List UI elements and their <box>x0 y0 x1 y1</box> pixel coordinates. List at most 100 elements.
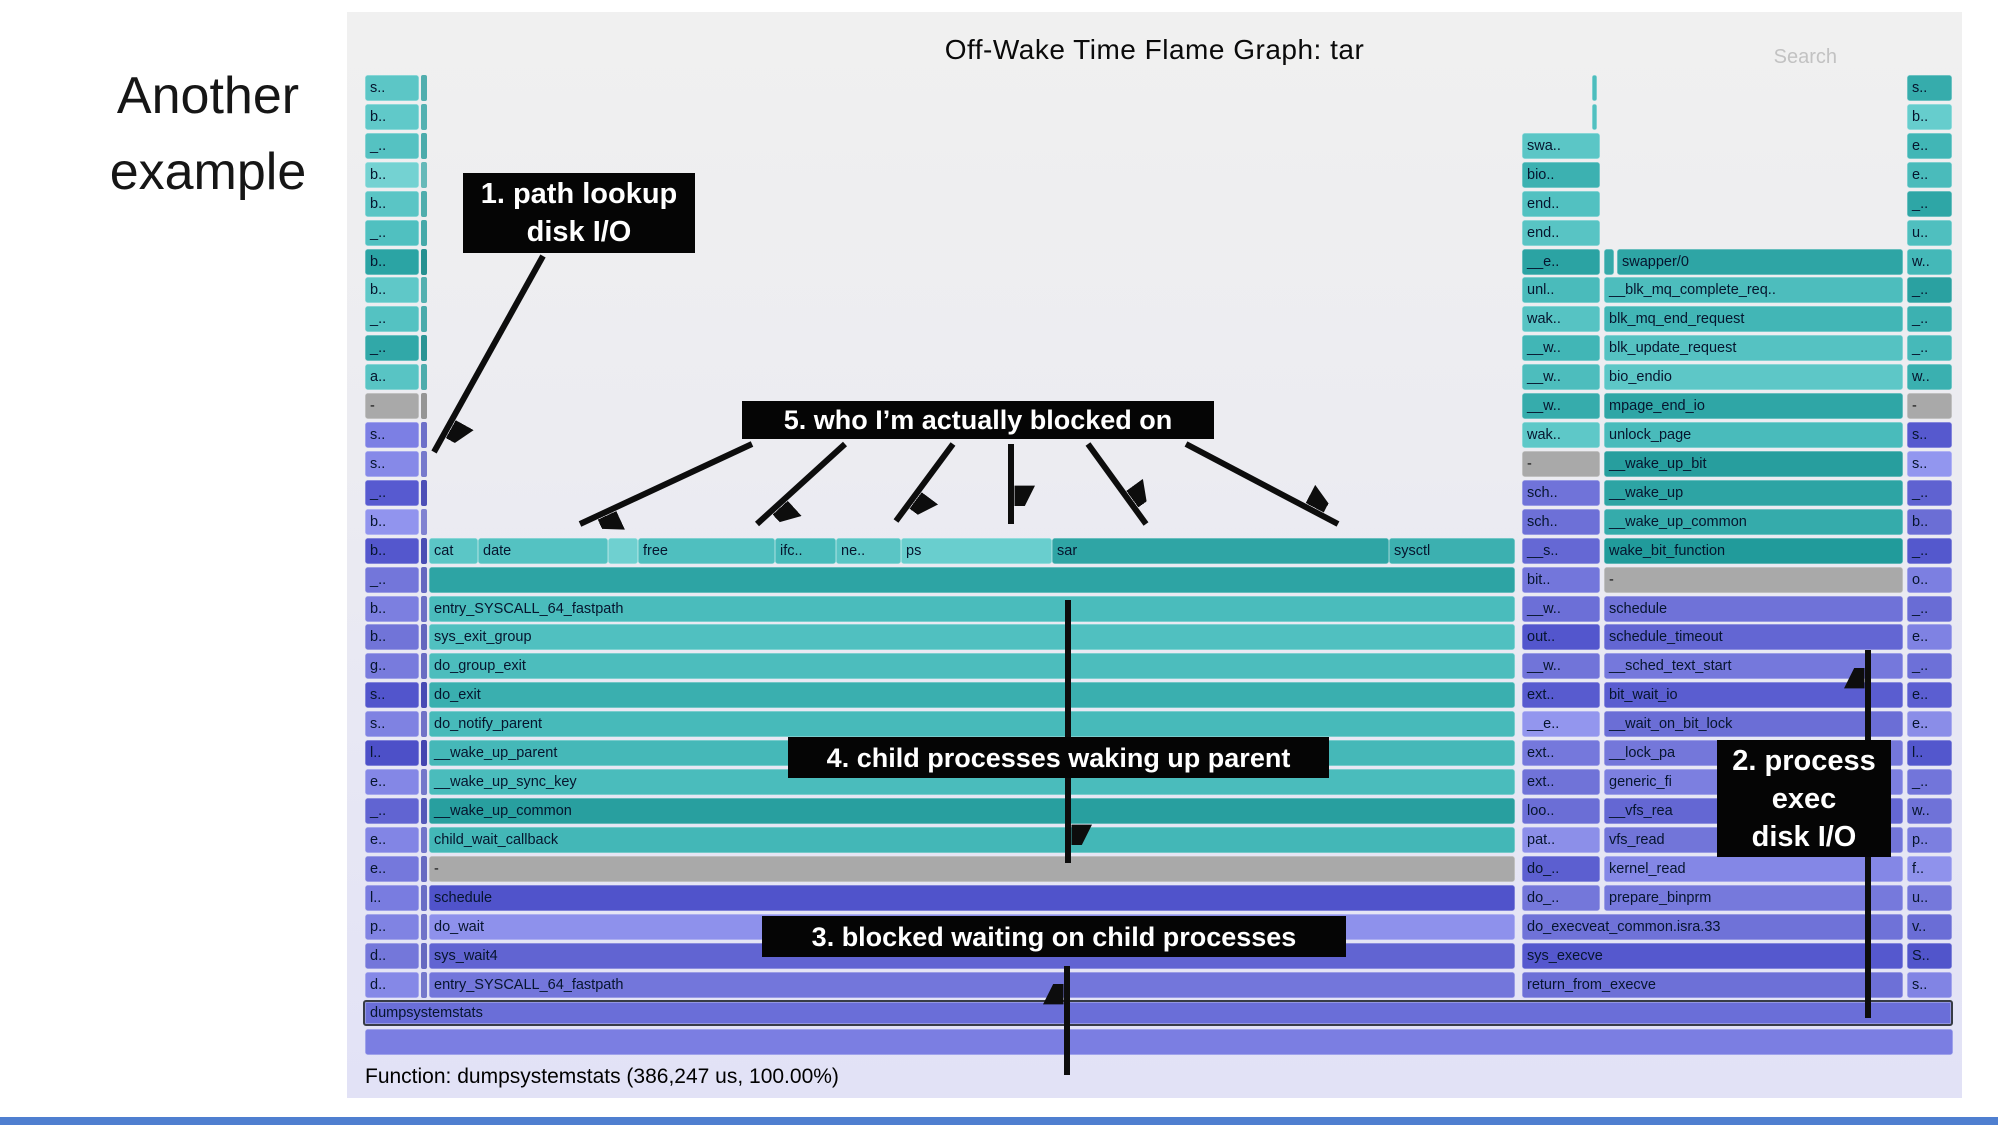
flame-frame[interactable]: pat.. <box>1522 826 1600 853</box>
flame-frame[interactable]: _.. <box>365 479 419 506</box>
flame-frame[interactable]: _.. <box>1907 190 1952 217</box>
flame-frame[interactable]: e.. <box>365 855 419 882</box>
flame-frame[interactable]: e.. <box>1907 682 1952 709</box>
flame-frame[interactable]: s.. <box>1907 422 1952 449</box>
flame-frame[interactable]: _.. <box>365 566 419 593</box>
flame-frame[interactable]: __sched_text_start <box>1604 653 1903 680</box>
flame-frame[interactable]: _.. <box>1907 479 1952 506</box>
flame-frame-sliver[interactable] <box>421 566 427 593</box>
flame-frame-sliver[interactable] <box>421 75 427 101</box>
flame-frame[interactable]: b.. <box>1907 508 1952 535</box>
flame-frame[interactable]: e.. <box>1907 132 1952 159</box>
flame-frame[interactable] <box>429 566 1515 593</box>
search-button[interactable]: Search <box>1773 46 1837 68</box>
flame-frame-sliver[interactable] <box>421 306 427 333</box>
flame-frame-sliver[interactable] <box>421 277 427 304</box>
flame-frame-sliver[interactable] <box>421 826 427 853</box>
flame-frame[interactable]: g.. <box>365 653 419 680</box>
flame-frame[interactable]: ext.. <box>1522 769 1600 796</box>
flame-frame[interactable]: e.. <box>365 769 419 796</box>
flame-frame[interactable]: p.. <box>1907 826 1952 853</box>
flame-frame[interactable]: s.. <box>1907 971 1952 998</box>
flame-frame[interactable]: __w.. <box>1522 335 1600 362</box>
flame-frame-sliver[interactable] <box>421 335 427 362</box>
flame-frame[interactable]: d.. <box>365 971 419 998</box>
flame-frame[interactable]: sys_execve <box>1522 942 1903 969</box>
flame-frame[interactable]: s.. <box>365 422 419 449</box>
flame-frame-sliver[interactable] <box>421 190 427 217</box>
flame-frame[interactable]: blk_mq_end_request <box>1604 306 1903 333</box>
flame-frame[interactable]: __wake_up_common <box>429 798 1515 824</box>
flame-frame[interactable]: end.. <box>1522 219 1600 246</box>
flame-frame[interactable]: _.. <box>1907 306 1952 333</box>
flame-frame[interactable]: sch.. <box>1522 479 1600 506</box>
flame-frame[interactable]: _.. <box>1907 537 1952 564</box>
flame-frame[interactable]: swapper/0 <box>1617 248 1903 275</box>
flame-frame-sliver[interactable] <box>421 711 427 738</box>
flame-frame[interactable]: w.. <box>1907 248 1952 275</box>
flame-frame[interactable]: schedule <box>1604 595 1903 622</box>
flame-frame[interactable]: - <box>1604 566 1903 593</box>
flame-frame[interactable]: w.. <box>1907 364 1952 391</box>
flame-frame[interactable]: - <box>429 855 1515 882</box>
flame-frame[interactable]: b.. <box>365 508 419 535</box>
flame-frame[interactable] <box>1592 103 1597 130</box>
flame-frame[interactable]: entry_SYSCALL_64_fastpath <box>429 595 1515 622</box>
flame-frame[interactable]: do_execveat_common.isra.33 <box>1522 913 1903 940</box>
flame-frame[interactable]: bio_endio <box>1604 364 1903 391</box>
flame-frame[interactable]: child_wait_callback <box>429 826 1515 853</box>
flame-frame[interactable]: b.. <box>365 277 419 304</box>
flame-frame[interactable]: s.. <box>365 682 419 709</box>
flame-frame[interactable] <box>365 1029 1953 1056</box>
flame-frame[interactable]: ifc.. <box>775 537 836 564</box>
flame-frame[interactable]: - <box>1907 393 1952 420</box>
flame-frame[interactable]: p.. <box>365 913 419 940</box>
flame-frame-sliver[interactable] <box>421 132 427 159</box>
flame-frame-sliver[interactable] <box>421 769 427 796</box>
flame-frame[interactable]: unlock_page <box>1604 422 1903 449</box>
flame-frame[interactable]: a.. <box>365 364 419 391</box>
flame-frame[interactable]: s.. <box>1907 450 1952 477</box>
flame-frame[interactable]: b.. <box>1907 103 1952 130</box>
flame-frame[interactable]: b.. <box>365 595 419 622</box>
flame-frame[interactable]: b.. <box>365 161 419 188</box>
flame-frame[interactable]: return_from_execve <box>1522 971 1903 998</box>
flame-frame[interactable]: entry_SYSCALL_64_fastpath <box>429 971 1515 998</box>
flame-frame[interactable]: _.. <box>365 798 419 824</box>
flame-frame-sliver[interactable] <box>421 624 427 651</box>
flame-frame[interactable]: kernel_read <box>1604 855 1903 882</box>
flame-frame[interactable]: s.. <box>365 75 419 101</box>
flame-frame[interactable]: _.. <box>365 306 419 333</box>
flame-frame-sliver[interactable] <box>421 422 427 449</box>
flame-frame[interactable]: out.. <box>1522 624 1600 651</box>
flame-frame[interactable]: swa.. <box>1522 132 1600 159</box>
flame-frame-sliver[interactable] <box>421 653 427 680</box>
flame-frame-sliver[interactable] <box>421 942 427 969</box>
flame-frame-sliver[interactable] <box>421 219 427 246</box>
flame-frame[interactable]: do_group_exit <box>429 653 1515 680</box>
flame-frame[interactable]: __w.. <box>1522 595 1600 622</box>
flame-frame[interactable]: __wake_up_common <box>1604 508 1903 535</box>
flame-frame[interactable]: unl.. <box>1522 277 1600 304</box>
flame-frame[interactable]: _.. <box>1907 595 1952 622</box>
flame-frame[interactable]: e.. <box>1907 624 1952 651</box>
flame-frame[interactable]: sar <box>1052 537 1389 564</box>
flame-frame[interactable]: wak.. <box>1522 422 1600 449</box>
flame-frame[interactable]: __wake_up_bit <box>1604 450 1903 477</box>
flame-frame[interactable]: __w.. <box>1522 653 1600 680</box>
flame-frame[interactable]: u.. <box>1907 884 1952 911</box>
flame-frame[interactable]: b.. <box>365 248 419 275</box>
flame-frame[interactable]: ext.. <box>1522 740 1600 767</box>
flame-frame[interactable]: b.. <box>365 537 419 564</box>
flame-frame-sliver[interactable] <box>421 248 427 275</box>
flame-frame-sliver[interactable] <box>421 508 427 535</box>
flame-frame[interactable]: _.. <box>365 335 419 362</box>
flame-frame[interactable]: wake_bit_function <box>1604 537 1903 564</box>
flame-frame[interactable]: _.. <box>1907 769 1952 796</box>
flame-frame-sliver[interactable] <box>421 855 427 882</box>
flame-frame[interactable]: ne.. <box>836 537 901 564</box>
flame-frame[interactable]: b.. <box>365 103 419 130</box>
flame-frame-sliver[interactable] <box>421 479 427 506</box>
flame-frame[interactable]: l.. <box>365 884 419 911</box>
flame-frame-sliver[interactable] <box>421 364 427 391</box>
